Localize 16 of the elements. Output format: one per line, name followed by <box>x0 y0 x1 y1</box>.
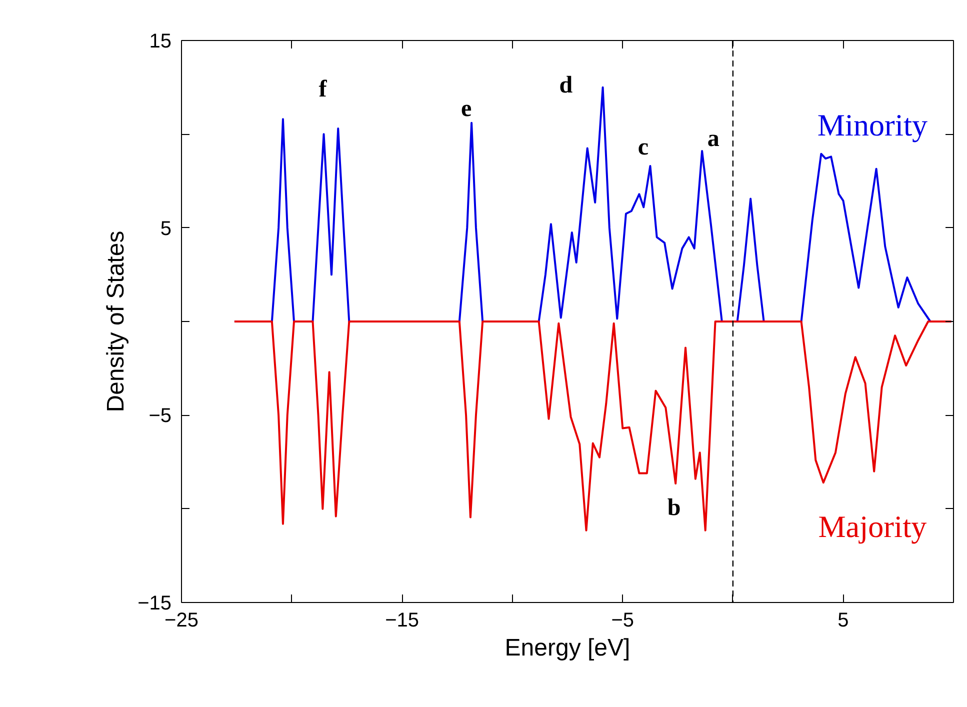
y-tick-label: −5 <box>148 405 172 428</box>
annotation: b <box>667 495 681 522</box>
x-axis-title: Energy [eV] <box>504 634 630 662</box>
x-tick-label: 5 <box>838 610 849 632</box>
annotation: f <box>318 76 328 102</box>
annotation: c <box>638 134 649 160</box>
annotation: a <box>707 126 720 152</box>
y-tick-label: 15 <box>149 30 172 52</box>
x-tick-label: −15 <box>385 610 420 632</box>
y-tick-label: 5 <box>160 218 172 240</box>
y-axis-title: Density of States <box>102 230 130 412</box>
series-label: Majority <box>818 509 928 544</box>
annotation: d <box>559 72 574 98</box>
x-tick-label: −5 <box>611 610 634 632</box>
annotation: e <box>461 96 472 122</box>
series-label: Minority <box>817 107 928 142</box>
